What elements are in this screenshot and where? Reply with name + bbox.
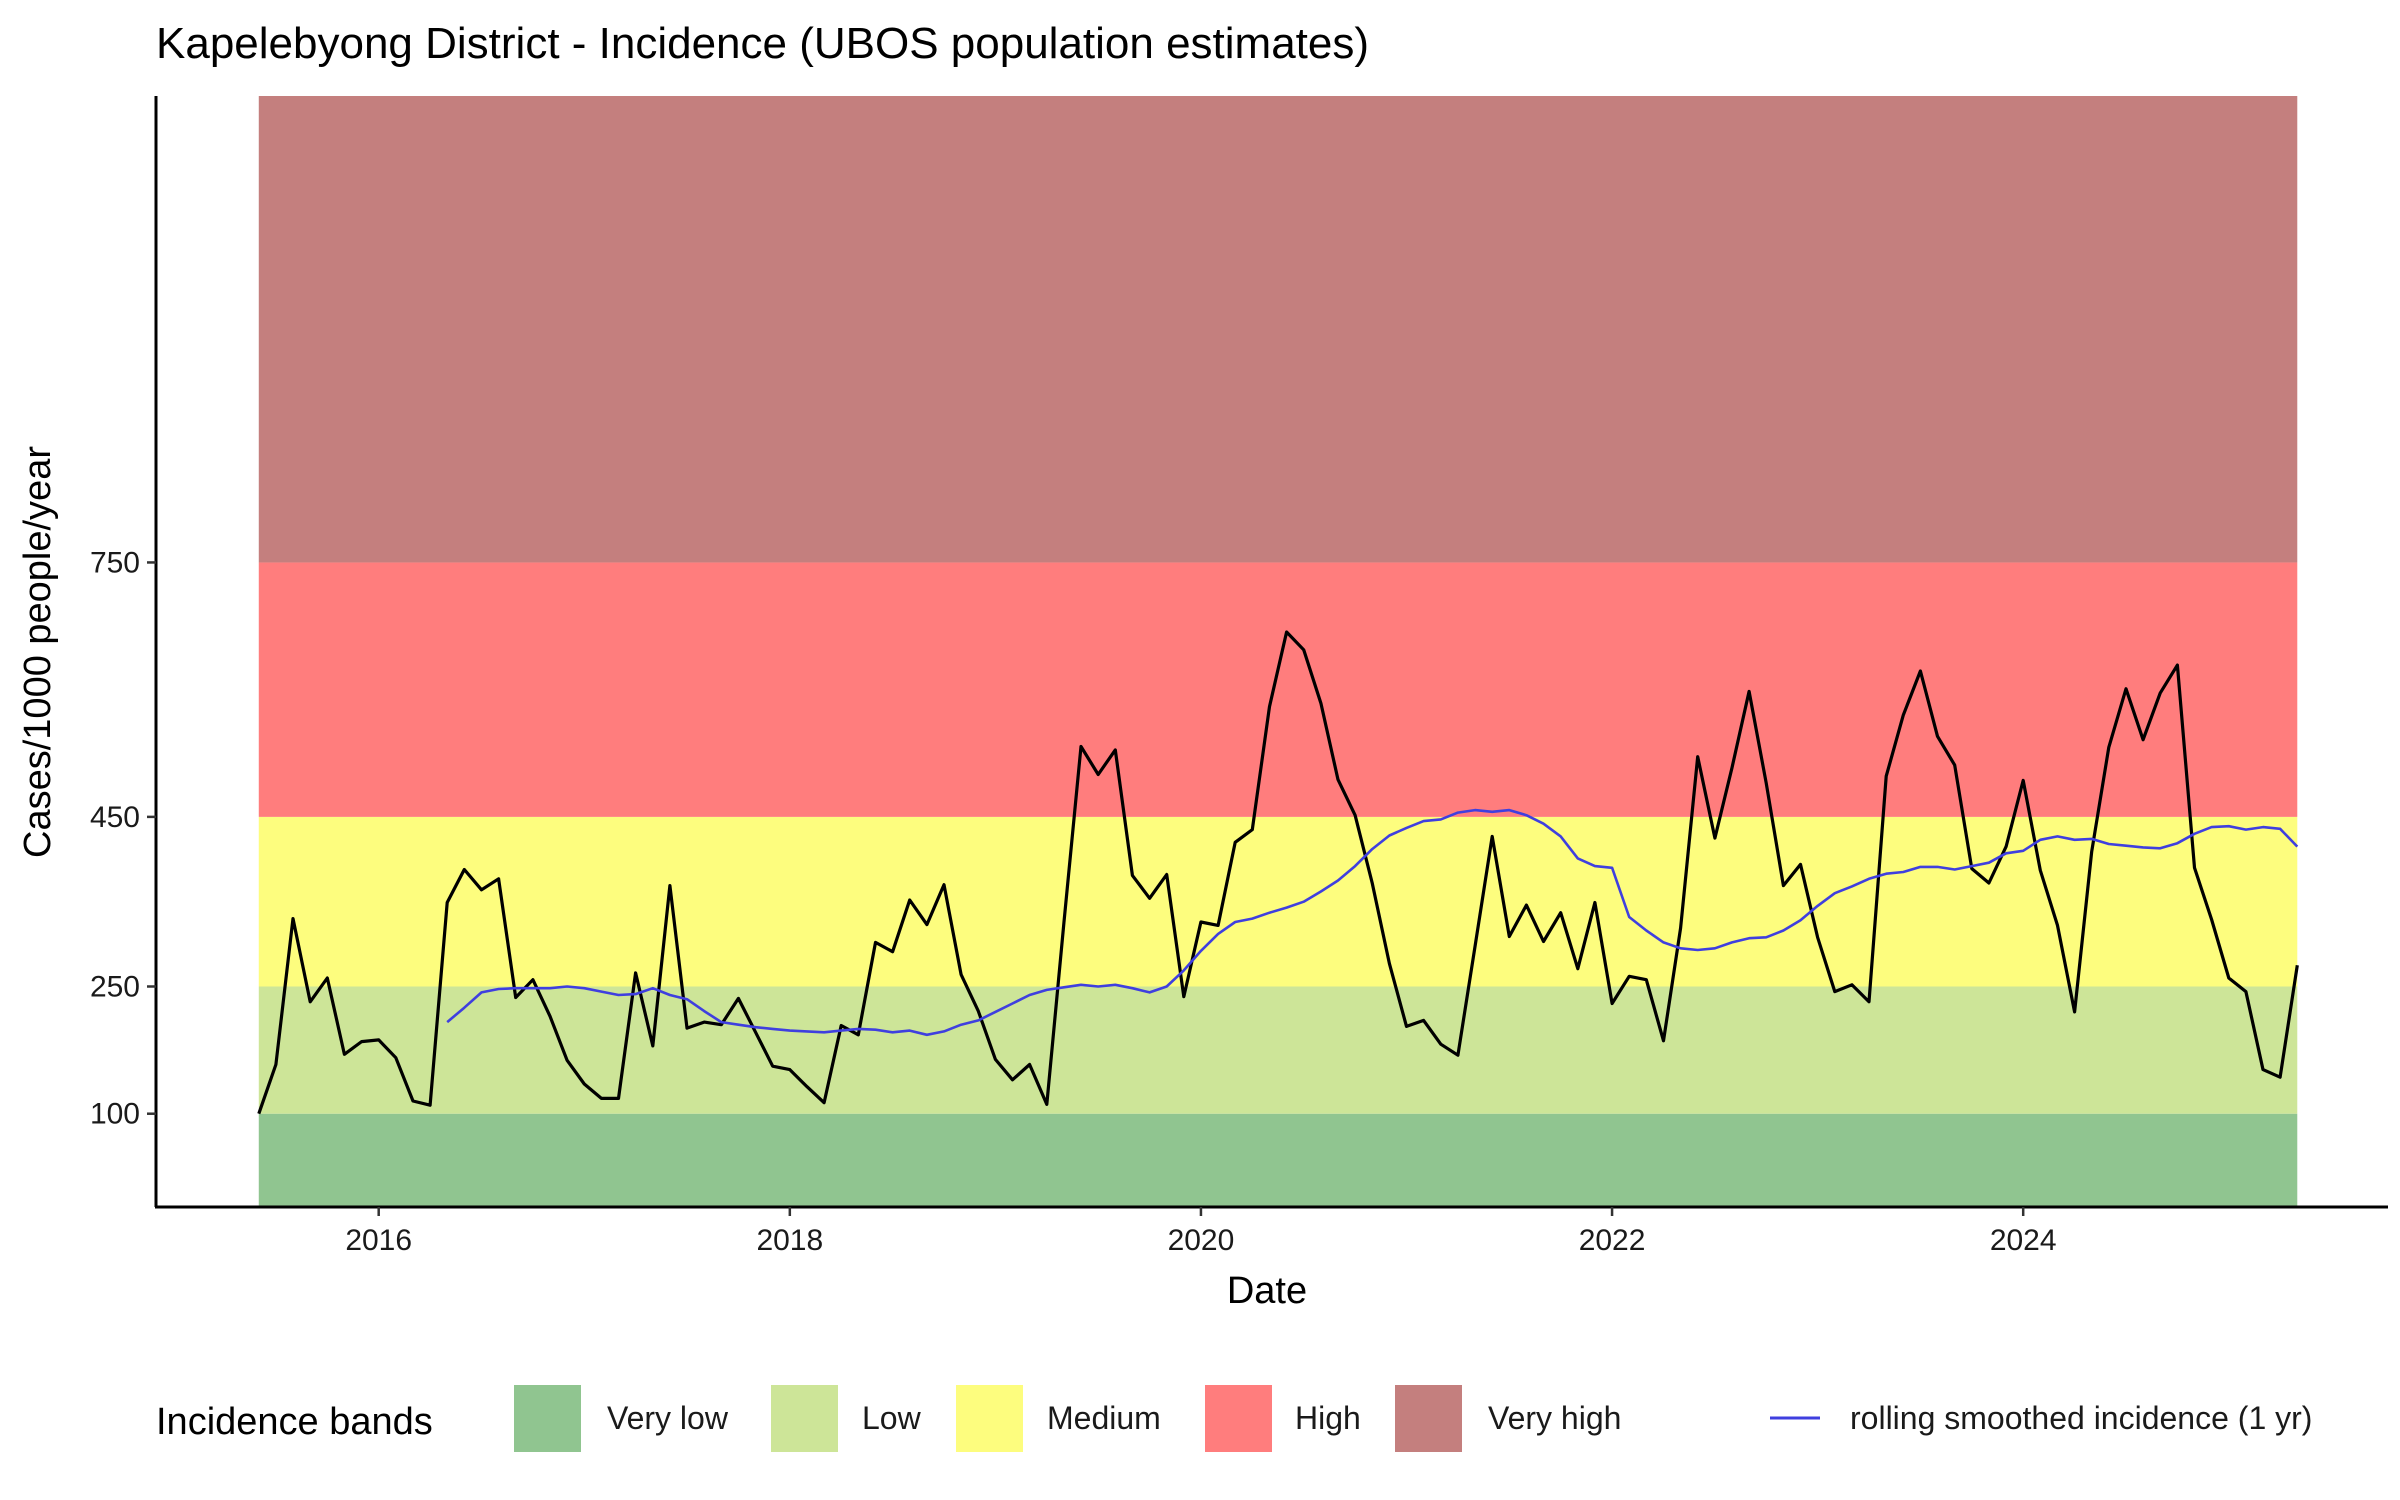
y-tick-label: 450 (90, 801, 140, 834)
y-tick-label: 100 (90, 1098, 140, 1131)
rolling-smoothed-line (446, 808, 2299, 1037)
chart-title: Kapelebyong District - Incidence (UBOS p… (156, 19, 1369, 68)
y-ticks: 100 250 450 750 (90, 546, 156, 1131)
x-axis-title: Date (1227, 1270, 1307, 1312)
series-lines (257, 630, 2299, 1115)
legend-key-medium (956, 1385, 1023, 1452)
band-medium (258, 816, 2298, 987)
legend-label-very-high: Very high (1488, 1400, 1621, 1436)
legend-label-low: Low (862, 1400, 922, 1436)
legend-key-high (1205, 1385, 1272, 1452)
y-axis-title: Cases/1000 people/year (17, 446, 59, 858)
x-ticks: 2016 2018 2020 2022 2024 (345, 1207, 2057, 1257)
legend-key-low (771, 1385, 838, 1452)
legend-key-very-high (1395, 1385, 1462, 1452)
axes (154, 96, 2388, 1209)
x-tick-label: 2022 (1579, 1224, 1646, 1257)
legend-label-medium: Medium (1047, 1400, 1161, 1436)
legend-label-high: High (1295, 1400, 1361, 1436)
band-very-high (258, 96, 2298, 563)
x-tick-label: 2018 (756, 1224, 823, 1257)
band-high (258, 562, 2298, 817)
legend-label-rolling-smoothed: rolling smoothed incidence (1 yr) (1850, 1400, 2312, 1436)
incidence-bands (258, 96, 2298, 1207)
x-tick-label: 2024 (1990, 1224, 2057, 1257)
band-low (258, 986, 2298, 1114)
x-tick-label: 2020 (1168, 1224, 1235, 1257)
legend-label-very-low: Very low (607, 1400, 729, 1436)
y-tick-label: 750 (90, 546, 140, 579)
legend-key-very-low (514, 1385, 581, 1452)
y-tick-label: 250 (90, 970, 140, 1003)
band-very-low (258, 1113, 2298, 1207)
x-tick-label: 2016 (345, 1224, 412, 1257)
legend: Incidence bands Very low Low Medium High Ver… (156, 1385, 2312, 1452)
incidence-line (257, 630, 2299, 1115)
legend-title: Incidence bands (156, 1401, 433, 1443)
